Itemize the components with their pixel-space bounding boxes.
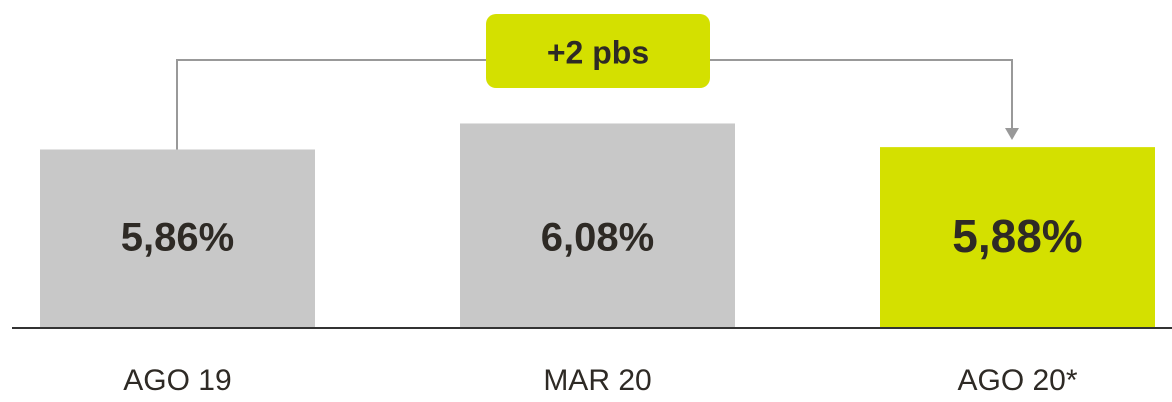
value-label: 5,88% [952, 210, 1082, 262]
bracket [176, 59, 1013, 150]
x-tick-label: AGO 20* [957, 364, 1077, 397]
value-label: 6,08% [541, 216, 654, 260]
bar [40, 149, 315, 328]
annotation-box [486, 14, 710, 88]
x-tick-label: AGO 19 [123, 364, 231, 397]
x-tick-label: MAR 20 [543, 364, 651, 397]
annotation: +2 pbs [547, 34, 649, 70]
bar [460, 123, 735, 328]
value-label: 5,86% [121, 216, 234, 260]
bar [880, 147, 1155, 328]
arrow-head [1005, 128, 1019, 140]
